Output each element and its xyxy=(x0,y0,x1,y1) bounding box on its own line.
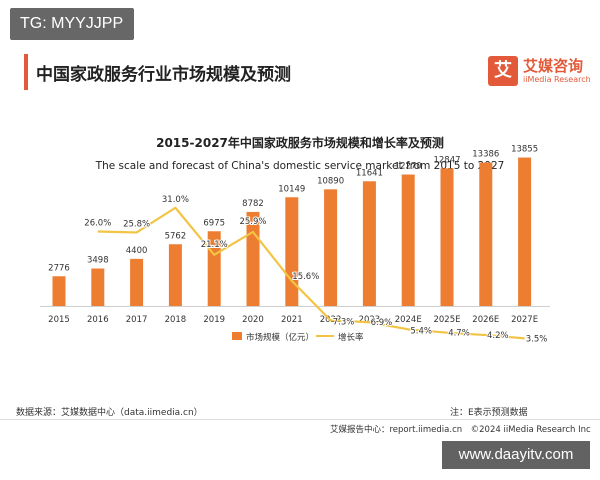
data-source-text: 数据来源：艾媒数据中心（data.iimedia.cn） xyxy=(16,408,203,418)
legend-bar-label: 市场规模（亿元） xyxy=(246,332,314,343)
growth-rate-label: 7.3% xyxy=(333,317,355,327)
bar-2016 xyxy=(91,268,105,306)
legend-bar-swatch xyxy=(232,332,242,340)
forecast-note: 注：E表示预测数据 xyxy=(450,408,528,418)
iimedia-logo: 艾 艾媒咨询 iiMedia Research xyxy=(488,56,592,90)
growth-rate-label: 25.9% xyxy=(239,217,266,227)
growth-rate-label: 31.0% xyxy=(162,195,189,205)
growth-rate-label: 26.0% xyxy=(84,219,111,229)
title-accent-bar xyxy=(24,54,28,90)
x-tick-label: 2019 xyxy=(203,315,225,325)
bar-2027E xyxy=(518,157,532,306)
growth-rate-label: 5.4% xyxy=(410,326,432,336)
bar-value-label: 10149 xyxy=(278,184,305,194)
bar-value-label: 12270 xyxy=(395,162,422,172)
x-tick-label: 2025E xyxy=(433,315,460,325)
x-tick-label: 2027E xyxy=(511,315,538,325)
growth-rate-label: 25.8% xyxy=(123,219,150,229)
logo-cn-text: 艾媒咨询 xyxy=(523,57,584,75)
bar-2025E xyxy=(440,168,454,306)
growth-rate-label: 21.1% xyxy=(201,240,228,250)
legend-line-label: 增长率 xyxy=(338,332,364,343)
bar-2017 xyxy=(130,258,144,306)
footer-divider xyxy=(0,419,600,420)
x-tick-label: 2016 xyxy=(87,315,109,325)
growth-rate-line xyxy=(97,206,525,340)
logo-mark: 艾 xyxy=(488,56,518,86)
bar-value-label: 2776 xyxy=(48,263,70,273)
growth-rate-label: 3.5% xyxy=(526,334,548,344)
bar-2024E xyxy=(401,174,415,306)
chart-subtitle: The scale and forecast of China's domest… xyxy=(95,160,505,172)
x-tick-label: 2021 xyxy=(281,315,303,325)
bar-value-label: 4400 xyxy=(126,246,148,256)
bar-value-label: 11641 xyxy=(356,168,383,178)
growth-rate-label: 15.6% xyxy=(292,272,319,282)
tg-watermark-badge: TG: MYYJJPP xyxy=(10,8,134,40)
bar-value-label: 13855 xyxy=(511,145,538,155)
site-watermark: www.daayitv.com xyxy=(442,441,590,469)
growth-rate-label: 4.2% xyxy=(487,331,509,341)
bar-value-label: 5762 xyxy=(165,231,187,241)
x-tick-label: 2015 xyxy=(48,315,70,325)
footer-credit: 艾媒报告中心：report.iimedia.cn ©2024 iiMedia R… xyxy=(330,425,591,435)
bar-2018 xyxy=(168,244,182,306)
bar-value-label: 3498 xyxy=(87,256,109,266)
bar-2026E xyxy=(479,162,493,306)
bar-2015 xyxy=(52,276,66,306)
chart-title: 2015-2027年中国家政服务市场规模和增长率及预测 xyxy=(156,136,444,150)
growth-rate-label: 6.9% xyxy=(371,318,393,328)
bar-value-label: 10890 xyxy=(317,176,344,186)
x-tick-label: 2026E xyxy=(472,315,499,325)
logo-en-text: iiMedia Research xyxy=(523,75,591,84)
x-tick-label: 2017 xyxy=(126,315,148,325)
growth-rate-label: 4.7% xyxy=(448,329,470,339)
x-tick-label: 2018 xyxy=(165,315,187,325)
bar-2021 xyxy=(285,197,299,306)
bar-value-label: 13386 xyxy=(472,150,499,160)
bar-2023 xyxy=(362,181,376,306)
bar-value-label: 12847 xyxy=(433,155,460,165)
x-tick-label: 2023 xyxy=(359,315,381,325)
bar-value-label: 6975 xyxy=(203,218,225,228)
bar-value-label: 8782 xyxy=(242,199,264,209)
x-tick-label: 2020 xyxy=(242,315,264,325)
bar-2022 xyxy=(324,189,338,306)
x-tick-label: 2024E xyxy=(395,315,422,325)
page-title: 中国家政服务行业市场规模及预测 xyxy=(36,65,291,85)
